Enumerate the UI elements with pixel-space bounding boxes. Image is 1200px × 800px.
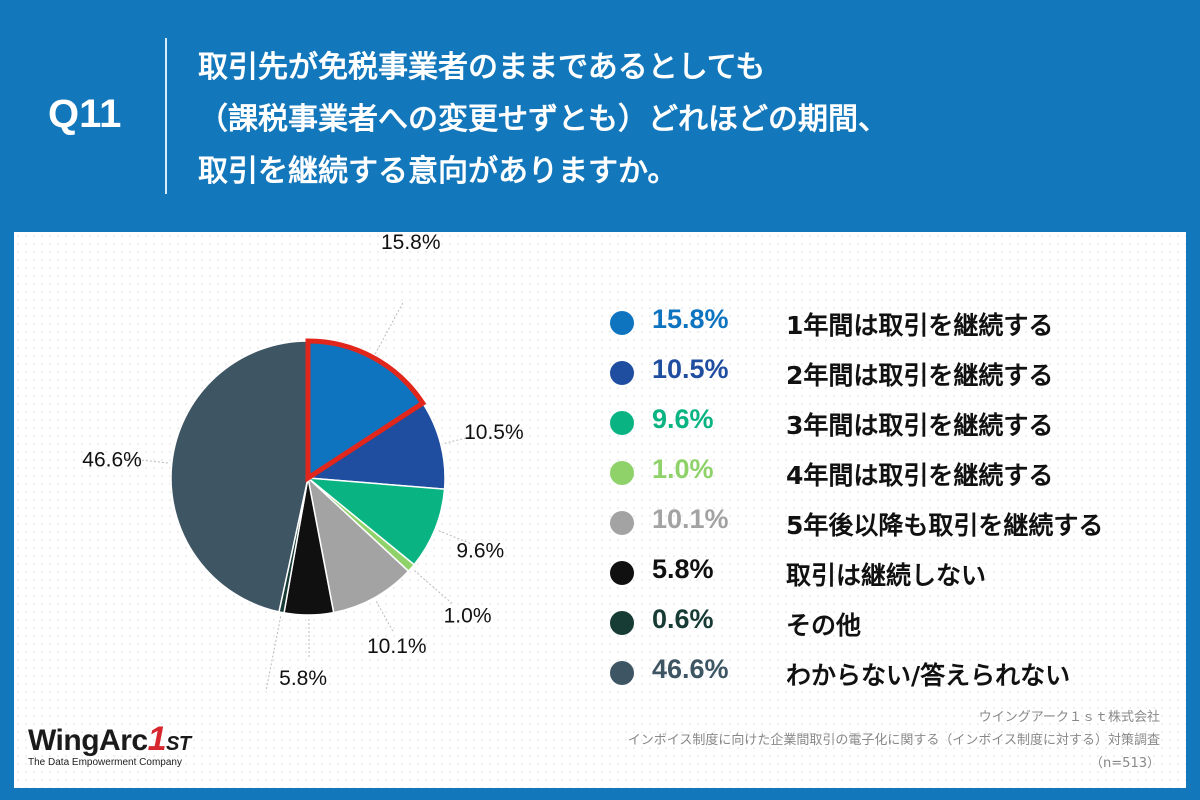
legend-swatch bbox=[610, 311, 634, 335]
legend-item: 15.8% 1年間は取引を継続する bbox=[610, 302, 1170, 352]
legend-item: 0.6% その他 bbox=[610, 602, 1170, 652]
legend-label: 取引は継続しない bbox=[786, 561, 987, 590]
legend-item: 10.5% 2年間は取引を継続する bbox=[610, 352, 1170, 402]
legend-swatch bbox=[610, 511, 634, 535]
pie-slice bbox=[170, 340, 309, 613]
leader-line bbox=[414, 570, 454, 606]
data-label: 46.6% bbox=[82, 448, 142, 471]
question-text: 取引先が免税事業者のままであるとしても （課税事業者への変更せずとも）どれほどの… bbox=[198, 42, 1178, 198]
legend-percentage: 10.5% bbox=[652, 354, 729, 384]
legend-percentage: 15.8% bbox=[652, 304, 729, 334]
legend-swatch bbox=[610, 661, 634, 685]
legend-percentage: 1.0% bbox=[652, 454, 714, 484]
legend-item: 5.8% 取引は継続しない bbox=[610, 552, 1170, 602]
legend-item: 46.6% わからない/答えられない bbox=[610, 652, 1170, 702]
source-note: ウイングアーク１ｓｔ株式会社 インボイス制度に向けた企業間取引の電子化に関する（… bbox=[628, 706, 1160, 775]
legend-swatch bbox=[610, 561, 634, 585]
legend-item: 9.6% 3年間は取引を継続する bbox=[610, 402, 1170, 452]
pie-slice bbox=[306, 475, 410, 614]
question-line: 取引を継続する意向がありますか。 bbox=[198, 154, 678, 189]
question-line: （課税事業者への変更せずとも）どれほどの期間、 bbox=[198, 102, 888, 137]
legend-label: 4年間は取引を継続する bbox=[786, 461, 1054, 490]
legend-item: 10.1% 5年後以降も取引を継続する bbox=[610, 502, 1170, 552]
pie-chart: 15.8%10.5%9.6%1.0%10.1%5.8%0.6%46.6% bbox=[82, 232, 524, 691]
pie-slice-highlight bbox=[305, 338, 427, 483]
legend-percentage: 5.8% bbox=[652, 554, 714, 584]
data-label: 10.1% bbox=[367, 635, 427, 658]
leader-line bbox=[374, 302, 404, 355]
legend-label: 3年間は取引を継続する bbox=[786, 411, 1054, 440]
logo-wordmark: WingArc1ST bbox=[28, 720, 191, 759]
legend-percentage: 0.6% bbox=[652, 604, 714, 634]
legend-label: 2年間は取引を継続する bbox=[786, 361, 1054, 390]
source-survey: インボイス制度に向けた企業間取引の電子化に関する（インボイス制度に対する）対策調… bbox=[627, 733, 1160, 748]
data-label: 5.8% bbox=[279, 667, 327, 690]
header-divider bbox=[165, 38, 167, 194]
pie-slice bbox=[305, 402, 446, 490]
leader-line bbox=[438, 530, 471, 544]
data-label: 10.5% bbox=[464, 421, 524, 444]
data-label: 9.6% bbox=[456, 539, 504, 562]
header: Q11 取引先が免税事業者のままであるとしても （課税事業者への変更せずとも）ど… bbox=[0, 0, 1200, 232]
legend-percentage: 9.6% bbox=[652, 404, 714, 434]
logo-name-main: WingArc bbox=[28, 724, 148, 757]
leader-line bbox=[125, 457, 168, 464]
wingarc-logo: WingArc1ST The Data Empowerment Company bbox=[28, 720, 191, 768]
legend-percentage: 46.6% bbox=[652, 654, 729, 684]
logo-tagline: The Data Empowerment Company bbox=[28, 757, 182, 768]
logo-name-st: ST bbox=[165, 733, 191, 755]
legend-percentage: 10.1% bbox=[652, 504, 729, 534]
data-label: 1.0% bbox=[444, 605, 492, 628]
legend-swatch bbox=[610, 411, 634, 435]
legend-swatch bbox=[610, 361, 634, 385]
question-number: Q11 bbox=[48, 92, 122, 136]
pie-slice bbox=[305, 477, 446, 566]
legend-swatch bbox=[610, 461, 634, 485]
legend-label: 5年後以降も取引を継続する bbox=[786, 511, 1104, 540]
source-company: ウイングアーク１ｓｔ株式会社 bbox=[978, 710, 1160, 725]
chart-card: 15.8%10.5%9.6%1.0%10.1%5.8%0.6%46.6% 15.… bbox=[14, 232, 1186, 788]
question-line: 取引先が免税事業者のままであるとしても bbox=[198, 50, 766, 85]
logo-name-one: 1 bbox=[147, 720, 167, 758]
data-label: 15.8% bbox=[381, 232, 441, 254]
legend-swatch bbox=[610, 611, 634, 635]
legend-label: わからない/答えられない bbox=[786, 661, 1071, 690]
legend: 15.8% 1年間は取引を継続する 10.5% 2年間は取引を継続する 9.6%… bbox=[610, 302, 1170, 702]
leader-line bbox=[444, 436, 471, 444]
legend-label: その他 bbox=[786, 611, 862, 640]
legend-label: 1年間は取引を継続する bbox=[786, 311, 1054, 340]
legend-item: 1.0% 4年間は取引を継続する bbox=[610, 452, 1170, 502]
source-sample: （n=513） bbox=[1090, 756, 1160, 771]
leader-line bbox=[375, 601, 394, 632]
